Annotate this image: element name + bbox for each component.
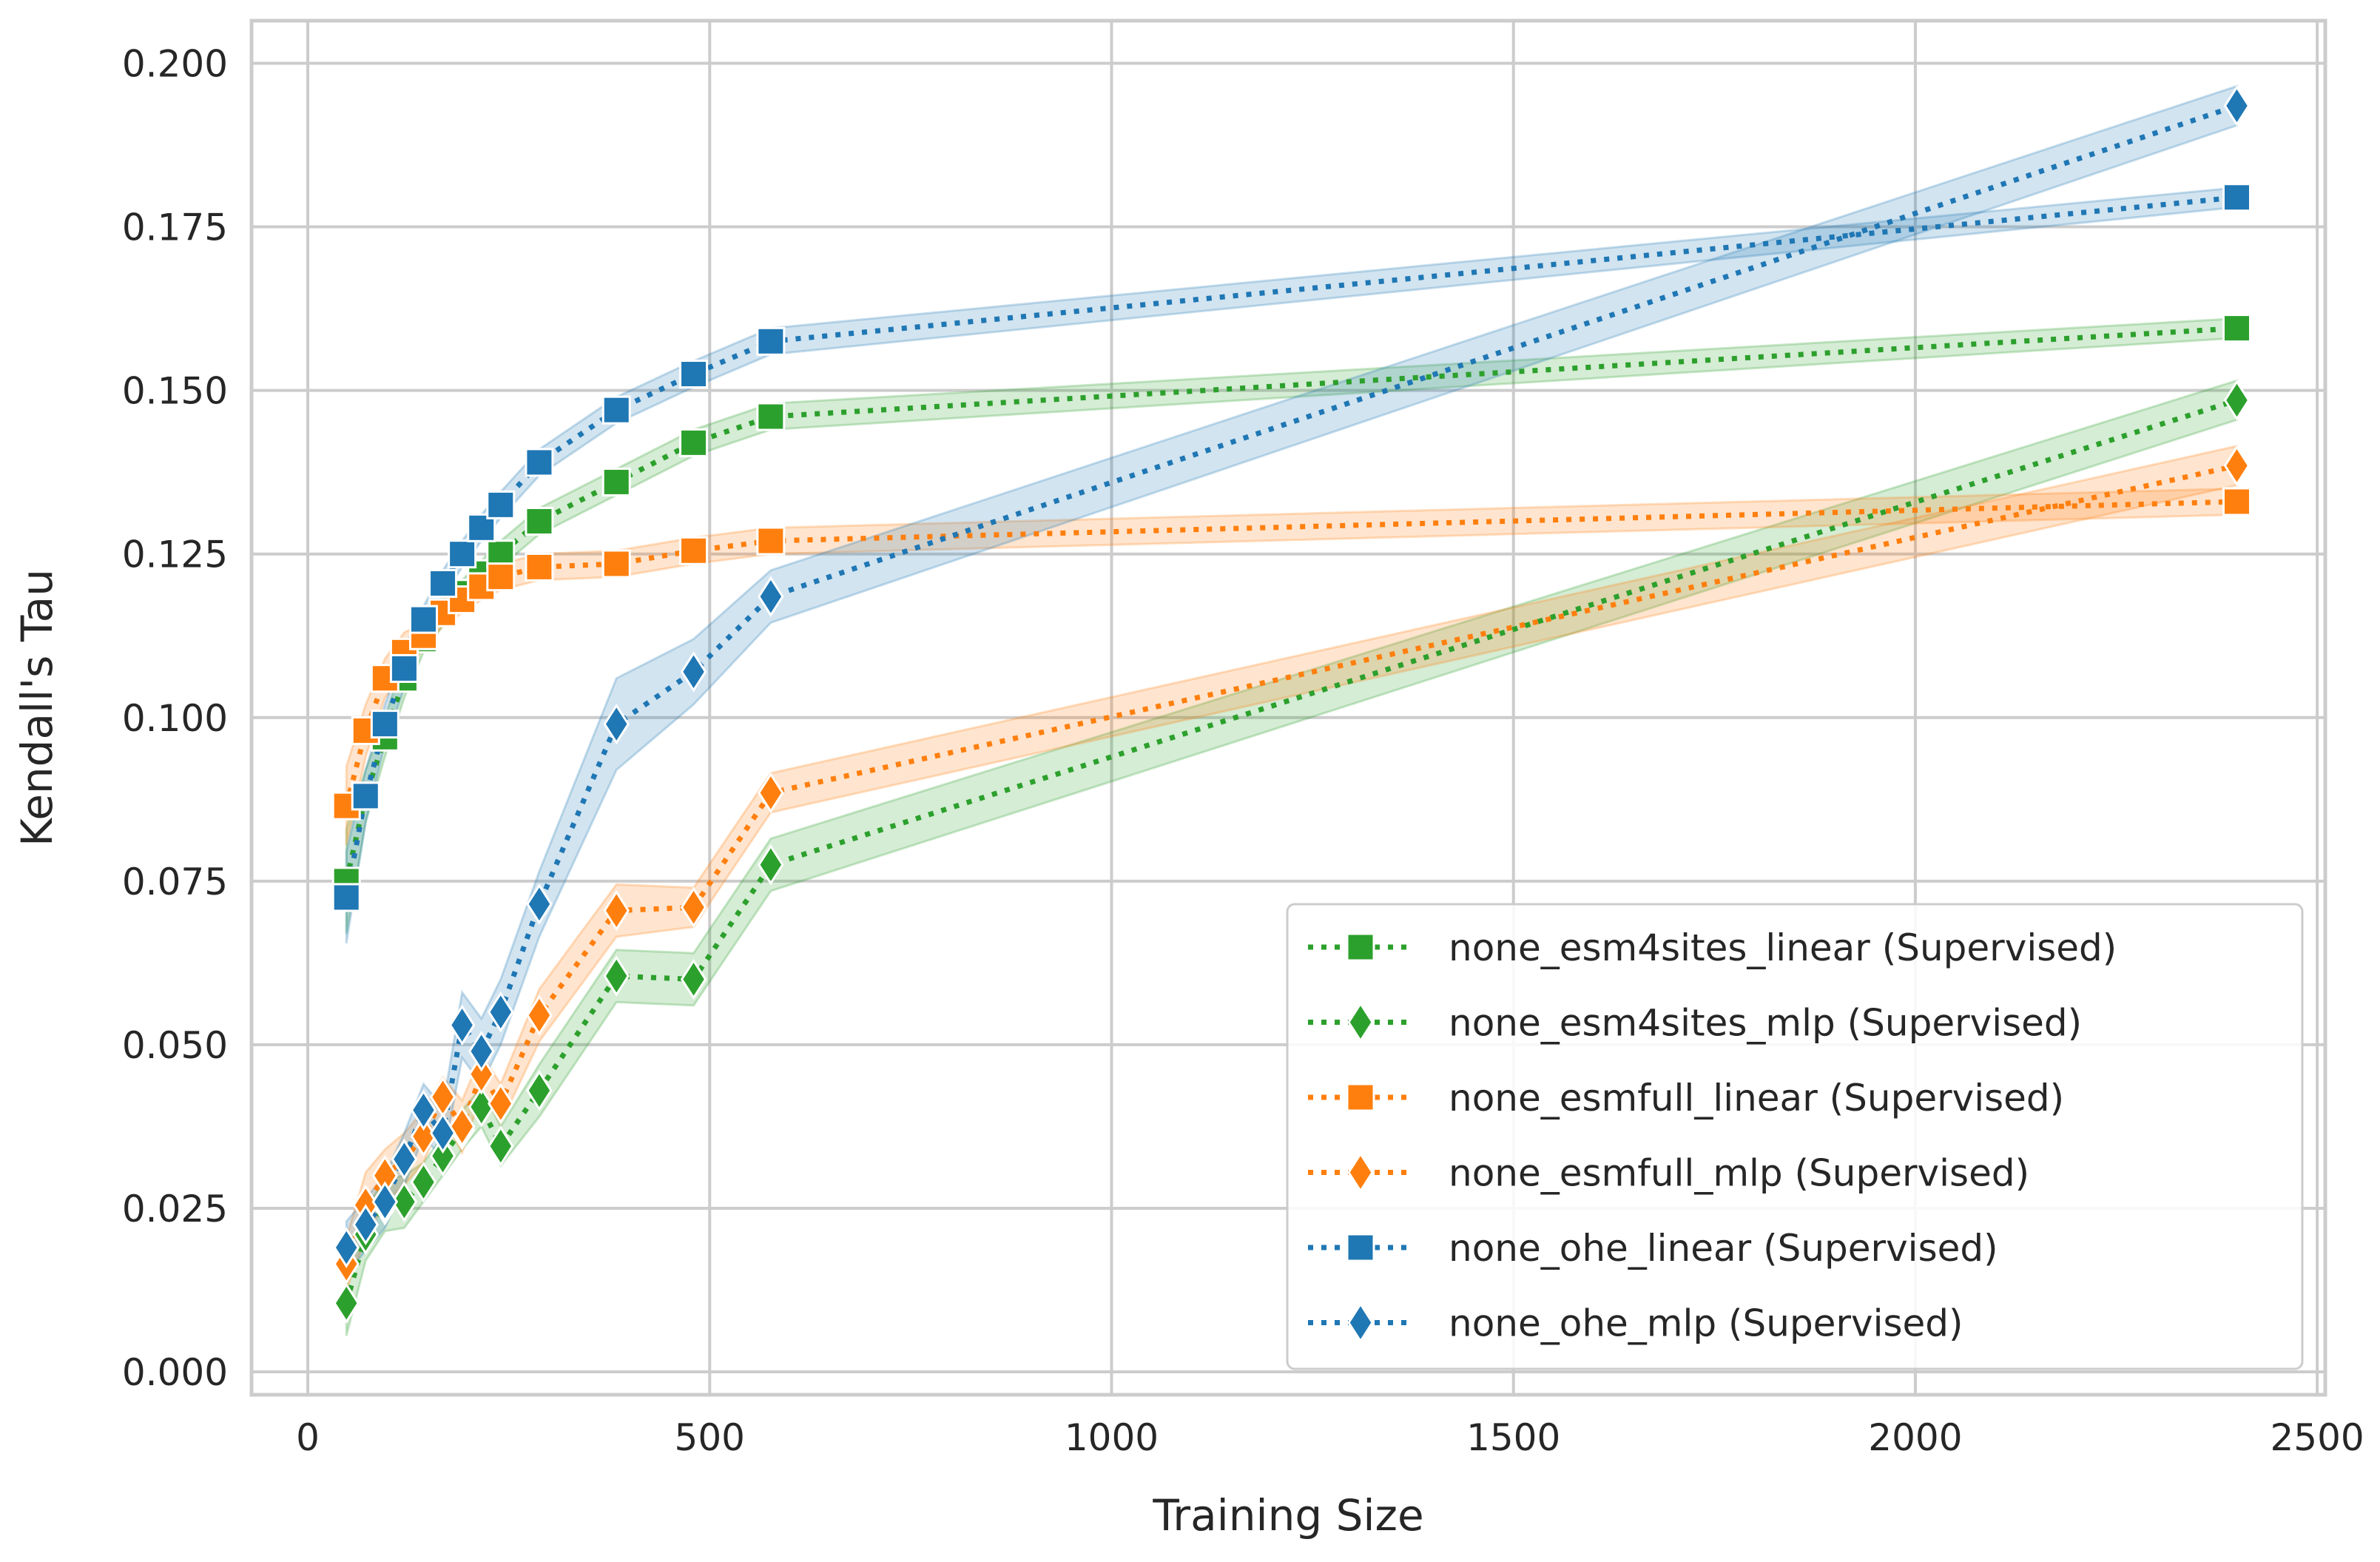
data-point-diamond — [603, 955, 630, 997]
x-axis-label: Training Size — [1152, 1490, 1423, 1541]
data-point-square — [448, 539, 477, 569]
y-tick-label: 0.100 — [122, 697, 228, 740]
data-point-square — [679, 360, 709, 389]
legend-label: none_esm4sites_linear (Supervised) — [1449, 926, 2117, 969]
data-point-diamond — [526, 883, 553, 925]
data-point-square — [428, 568, 458, 598]
data-point-diamond — [526, 994, 553, 1036]
data-point-square — [351, 781, 380, 811]
x-tick-label: 1500 — [1466, 1416, 1560, 1459]
data-point-diamond — [391, 1181, 418, 1222]
data-point-diamond — [352, 1204, 380, 1245]
data-point-diamond — [429, 1135, 456, 1177]
data-point-square — [408, 605, 438, 634]
x-tick-label: 0 — [296, 1416, 320, 1459]
legend-label: none_esmfull_mlp (Supervised) — [1449, 1152, 2029, 1195]
data-point-square — [2222, 487, 2251, 516]
data-point-square — [2222, 183, 2251, 212]
data-point-diamond — [468, 1086, 495, 1128]
legend-label: none_esmfull_linear (Supervised) — [1449, 1077, 2064, 1120]
legend-marker-diamond — [1347, 1302, 1374, 1344]
data-point-square — [679, 428, 709, 457]
legend-marker-square — [1346, 932, 1375, 962]
gridlines — [252, 21, 2325, 1395]
data-point-diamond — [429, 1112, 456, 1154]
data-point-diamond — [448, 1105, 476, 1148]
data-point-square — [756, 526, 786, 556]
data-point-diamond — [758, 772, 784, 814]
y-tick-label: 0.075 — [122, 861, 228, 903]
data-point-square — [486, 490, 516, 519]
series-line — [343, 462, 2238, 1265]
x-tick-label: 1000 — [1065, 1416, 1159, 1459]
data-point-diamond — [468, 1030, 495, 1072]
data-point-square — [389, 653, 419, 683]
series-markers — [331, 85, 2251, 1324]
data-point-diamond — [333, 1227, 360, 1268]
data-point-diamond — [758, 844, 784, 886]
data-point-diamond — [371, 1181, 399, 1222]
data-point-diamond — [333, 1282, 360, 1324]
data-point-square — [370, 710, 400, 739]
data-point-diamond — [603, 889, 630, 932]
data-point-square — [486, 562, 516, 592]
data-point-diamond — [448, 1004, 476, 1046]
data-point-diamond — [680, 886, 707, 928]
data-point-square — [525, 552, 554, 582]
data-point-diamond — [680, 651, 707, 693]
x-tick-label: 2500 — [2271, 1416, 2364, 1459]
data-point-diamond — [410, 1161, 437, 1203]
data-point-diamond — [468, 1053, 495, 1095]
y-tick-label: 0.200 — [122, 42, 228, 85]
y-tick-label: 0.125 — [122, 533, 228, 576]
legend-label: none_ohe_linear (Supervised) — [1449, 1227, 1998, 1270]
legend-marker-diamond — [1347, 1001, 1374, 1043]
y-tick-label: 0.000 — [122, 1351, 228, 1394]
legend: none_esm4sites_linear (Supervised) none_e… — [1286, 903, 2304, 1370]
legend-label: none_esm4sites_mlp (Supervised) — [1449, 1002, 2082, 1045]
data-point-square — [601, 467, 631, 496]
data-point-diamond — [680, 958, 707, 1000]
data-point-diamond — [410, 1089, 437, 1131]
data-point-square — [525, 506, 554, 536]
y-tick-label: 0.025 — [122, 1188, 228, 1231]
data-point-diamond — [758, 576, 784, 617]
legend-marker-square — [1346, 1083, 1375, 1112]
data-point-diamond — [488, 1083, 514, 1125]
x-tick-label: 2000 — [1868, 1416, 1962, 1459]
data-point-diamond — [2223, 380, 2251, 421]
data-point-square — [331, 883, 361, 912]
legend-marker-square — [1346, 1233, 1375, 1262]
y-tick-labels: 0.000 0.025 0.050 0.075 0.100 0.125 0.150 0.175… — [122, 42, 228, 1394]
y-axis-label: Kendall's Tau — [12, 569, 62, 846]
y-tick-label: 0.150 — [122, 370, 228, 413]
legend-label: none_ohe_mlp (Supervised) — [1449, 1302, 1963, 1345]
data-point-square — [601, 549, 631, 579]
x-tick-label: 500 — [675, 1416, 745, 1459]
x-tick-labels: 0 500 1000 1500 2000 2500 — [296, 1416, 2364, 1459]
data-point-diamond — [410, 1115, 437, 1157]
data-point-square — [756, 326, 786, 356]
legend-marker-diamond — [1347, 1151, 1374, 1194]
data-point-diamond — [488, 1125, 514, 1167]
data-point-square — [2222, 314, 2251, 343]
legend-box — [1286, 903, 2304, 1370]
data-point-square — [756, 402, 786, 431]
data-point-diamond — [488, 991, 514, 1033]
data-point-diamond — [2223, 85, 2251, 127]
data-point-square — [679, 536, 709, 565]
data-point-square — [601, 395, 631, 425]
y-tick-label: 0.050 — [122, 1024, 228, 1067]
y-tick-label: 0.175 — [122, 206, 228, 249]
data-point-diamond — [526, 1070, 553, 1111]
data-point-square — [525, 448, 554, 477]
data-point-diamond — [603, 703, 630, 745]
plot-area-frame — [249, 18, 2327, 1397]
data-point-diamond — [2223, 445, 2251, 487]
data-point-diamond — [391, 1138, 418, 1180]
